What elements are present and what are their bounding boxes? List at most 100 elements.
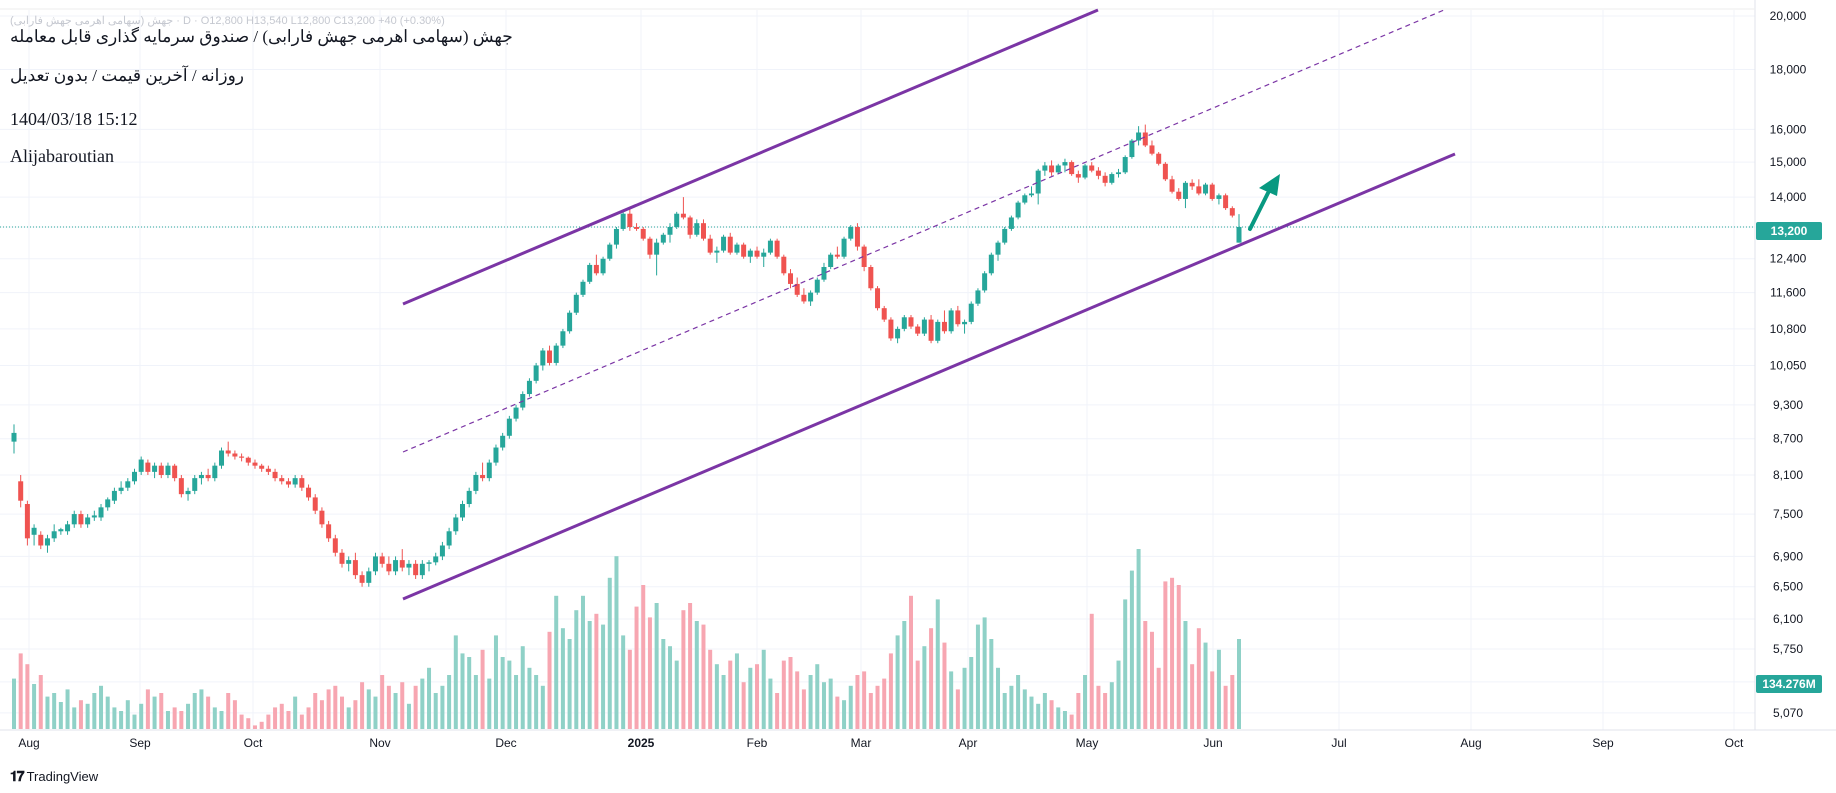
- candle-body: [346, 560, 352, 564]
- tradingview-logo[interactable]: 𝟏𝟕 TradingView: [10, 768, 98, 785]
- candle-body: [1162, 163, 1168, 180]
- candle-body: [1142, 132, 1148, 146]
- volume-bar: [868, 693, 873, 729]
- volume-bar: [1009, 685, 1014, 729]
- volume-bar: [607, 577, 612, 729]
- candle-body: [178, 478, 184, 495]
- candle-body: [285, 481, 291, 485]
- channel-mid-line: [402, 9, 1445, 453]
- candle-body: [332, 538, 338, 553]
- candle-body: [399, 560, 405, 568]
- candle-body: [453, 517, 459, 532]
- x-tick-label: Apr: [959, 736, 978, 750]
- volume-bar: [975, 624, 980, 729]
- volume-bar: [734, 653, 739, 729]
- y-tick-label: 6,500: [1773, 580, 1803, 594]
- last-price-tag: 13,200: [1756, 222, 1822, 240]
- candle-body: [366, 571, 372, 583]
- candle-body: [1196, 186, 1202, 194]
- candle-body: [620, 213, 626, 229]
- volume-bar: [654, 603, 659, 729]
- volume-bar: [788, 657, 793, 729]
- candle-body: [948, 310, 954, 332]
- candle-body: [1035, 170, 1041, 194]
- volume-bar: [420, 678, 425, 729]
- candle-body: [767, 240, 773, 253]
- candle-body: [111, 490, 117, 501]
- trend-arrow-head: [1259, 174, 1280, 196]
- author-name: Alijabaroutian: [10, 146, 114, 166]
- candle-body: [58, 529, 64, 532]
- volume-bar: [165, 711, 170, 729]
- candle-body: [131, 471, 137, 482]
- x-tick-label: Dec: [495, 736, 516, 750]
- candle-body: [962, 321, 968, 325]
- candle-body: [915, 326, 921, 334]
- candle-body: [125, 481, 131, 488]
- volume-bar: [1029, 696, 1034, 729]
- chart-title: جهش (سهامی اهرمی جهش فارابی) / صندوق سرم…: [10, 27, 513, 46]
- candle-body: [868, 267, 874, 289]
- candle-body: [500, 435, 506, 448]
- volume-bar: [708, 649, 713, 729]
- candle-body: [118, 487, 124, 491]
- volume-bar: [299, 714, 304, 729]
- candle-body: [647, 238, 653, 255]
- volume-bar: [989, 639, 994, 729]
- candle-body: [613, 228, 619, 245]
- volume-bar: [346, 707, 351, 729]
- candle-body: [895, 328, 901, 339]
- volume-bar: [152, 696, 157, 729]
- candle-body: [821, 267, 827, 280]
- volume-bar: [949, 671, 954, 729]
- volume-bar: [627, 649, 632, 729]
- candle-body: [18, 481, 24, 501]
- candle-body: [1122, 157, 1128, 173]
- candle-body: [386, 563, 392, 572]
- volume-bar: [99, 685, 104, 729]
- candle-body: [459, 504, 465, 518]
- candle-body: [145, 462, 151, 472]
- candle-body: [1069, 162, 1075, 175]
- y-tick-label: 11,600: [1770, 286, 1806, 300]
- volume-bar: [574, 610, 579, 729]
- volume-bar: [848, 685, 853, 729]
- candle-body: [854, 227, 860, 247]
- x-tick-label: Jun: [1203, 736, 1222, 750]
- volume-bar: [580, 595, 585, 729]
- volume-bar: [219, 711, 224, 729]
- candle-body: [198, 474, 204, 479]
- volume-bar: [119, 711, 124, 729]
- volume-bar: [32, 684, 37, 729]
- candle-body: [1102, 175, 1108, 183]
- volume-bar: [306, 707, 311, 729]
- candle-body: [587, 264, 593, 282]
- candle-body: [44, 538, 50, 546]
- volume-bar: [728, 660, 733, 729]
- volume-bar: [179, 711, 184, 729]
- volume-bar: [741, 682, 746, 729]
- volume-bar: [447, 675, 452, 729]
- volume-bar: [1076, 693, 1081, 729]
- volume-bar: [25, 664, 30, 729]
- y-tick-label: 16,000: [1770, 122, 1807, 136]
- volume-bar: [18, 653, 23, 729]
- candle-body: [105, 499, 111, 508]
- candle-body: [486, 462, 492, 479]
- candle-body: [1216, 195, 1222, 199]
- candle-body: [761, 252, 767, 257]
- y-tick-label: 9,300: [1773, 398, 1803, 412]
- volume-bar: [246, 718, 251, 729]
- volume-bar: [982, 617, 987, 729]
- volume-bar: [199, 689, 204, 729]
- y-tick-label: 10,800: [1770, 322, 1807, 336]
- volume-bar: [540, 685, 545, 729]
- candle-body: [975, 290, 981, 304]
- volume-bar: [908, 595, 913, 729]
- candle-body: [205, 474, 211, 479]
- candle-body: [1116, 172, 1122, 175]
- volume-bar: [273, 707, 278, 729]
- volume-bar: [862, 671, 867, 729]
- chart-subtitle: روزانه / آخرین قیمت / بدون تعدیل: [10, 66, 245, 85]
